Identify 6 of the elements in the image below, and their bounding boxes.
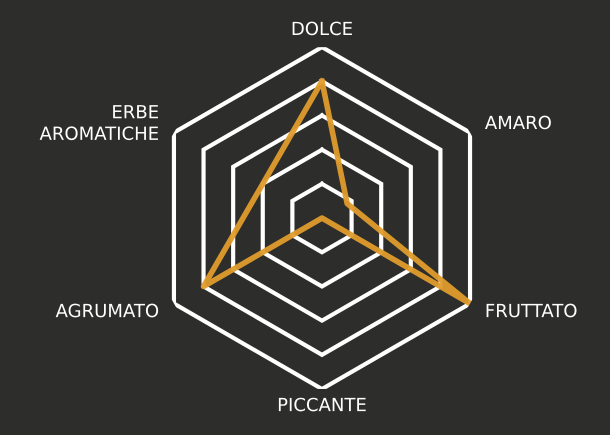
spoke-label: PICCANTE xyxy=(278,398,366,412)
spoke-label: ERBE AROMATICHE xyxy=(40,105,158,140)
spoke-label: AGRUMATO xyxy=(56,304,158,318)
spoke-label: FRUTTATO xyxy=(486,304,577,318)
spoke-label: AMARO xyxy=(484,116,551,130)
spoke-label: DOLCE xyxy=(292,22,352,36)
